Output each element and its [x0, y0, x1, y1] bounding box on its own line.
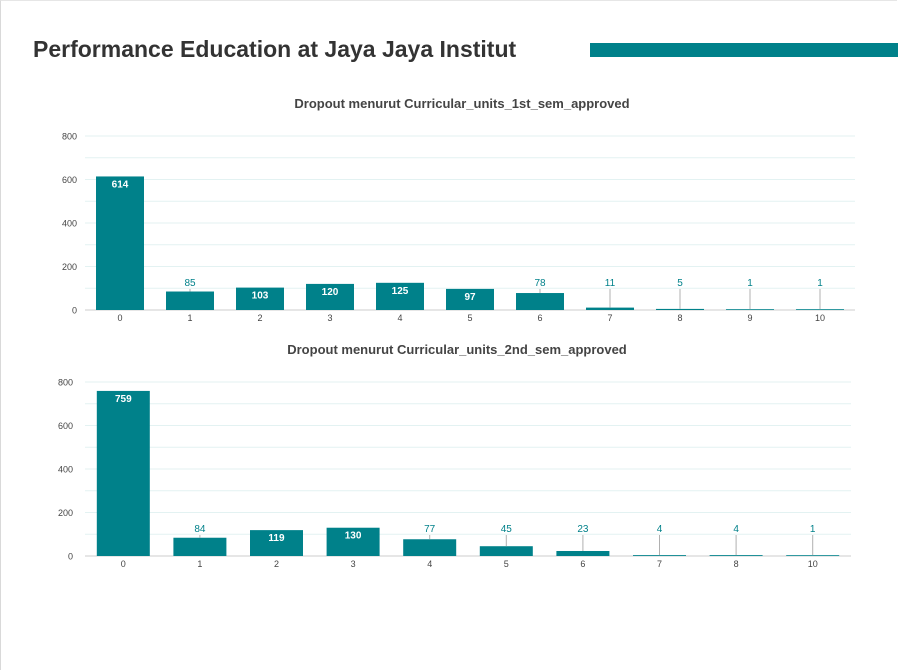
x-tick-label: 2 — [257, 313, 262, 323]
data-label: 1 — [810, 524, 816, 535]
bar[interactable] — [586, 307, 634, 310]
x-tick-label: 5 — [504, 559, 509, 569]
x-tick-label: 2 — [274, 559, 279, 569]
bar[interactable] — [656, 308, 704, 310]
chart-title: Dropout menurut Curricular_units_2nd_sem… — [287, 342, 627, 357]
header-accent-bar — [590, 43, 898, 57]
chart-title: Dropout menurut Curricular_units_1st_sem… — [294, 96, 629, 111]
bar[interactable] — [173, 537, 227, 556]
chart-1st-sem: Dropout menurut Curricular_units_1st_sem… — [62, 96, 855, 323]
bar[interactable] — [376, 282, 424, 310]
data-label: 1 — [817, 278, 823, 289]
data-label: 5 — [677, 278, 683, 289]
data-label: 614 — [112, 179, 129, 190]
y-tick-label: 600 — [62, 175, 77, 185]
x-tick-label: 4 — [427, 559, 432, 569]
data-label: 84 — [194, 524, 206, 535]
x-tick-label: 9 — [747, 313, 752, 323]
y-tick-label: 800 — [62, 132, 77, 142]
bar[interactable] — [726, 309, 774, 310]
bar[interactable] — [633, 555, 686, 556]
chart-2nd-sem: Dropout menurut Curricular_units_2nd_sem… — [58, 342, 851, 569]
bar[interactable] — [403, 539, 457, 556]
data-label: 103 — [252, 291, 269, 302]
bar[interactable] — [709, 555, 763, 556]
data-label: 120 — [322, 287, 339, 298]
data-label: 77 — [424, 524, 436, 535]
x-tick-label: 6 — [580, 559, 585, 569]
bar[interactable] — [96, 390, 150, 556]
bar[interactable] — [446, 288, 494, 310]
data-label: 125 — [392, 286, 409, 297]
page-title: Performance Education at Jaya Jaya Insti… — [33, 36, 517, 62]
y-tick-label: 0 — [68, 552, 73, 562]
y-tick-label: 600 — [58, 421, 73, 431]
data-label: 1 — [747, 278, 753, 289]
data-label: 130 — [345, 531, 362, 542]
x-tick-label: 10 — [808, 559, 818, 569]
bar[interactable] — [556, 550, 610, 556]
x-tick-label: 7 — [607, 313, 612, 323]
y-tick-label: 200 — [62, 262, 77, 272]
bar[interactable] — [96, 176, 144, 310]
x-tick-label: 7 — [657, 559, 662, 569]
y-tick-label: 0 — [72, 306, 77, 316]
bar[interactable] — [250, 530, 303, 556]
bar[interactable] — [326, 527, 380, 556]
bar[interactable] — [166, 291, 214, 310]
y-tick-label: 400 — [58, 465, 73, 475]
data-label: 23 — [577, 524, 589, 535]
y-tick-label: 400 — [62, 219, 77, 229]
bar[interactable] — [479, 546, 533, 556]
data-label: 78 — [534, 278, 546, 289]
data-label: 4 — [657, 524, 663, 535]
x-tick-label: 1 — [187, 313, 192, 323]
y-tick-label: 800 — [58, 378, 73, 388]
y-tick-label: 200 — [58, 508, 73, 518]
x-tick-label: 5 — [467, 313, 472, 323]
x-tick-label: 8 — [734, 559, 739, 569]
x-tick-label: 1 — [197, 559, 202, 569]
x-tick-label: 6 — [537, 313, 542, 323]
x-tick-label: 0 — [121, 559, 126, 569]
data-label: 759 — [115, 394, 132, 405]
data-label: 45 — [501, 524, 513, 535]
data-label: 119 — [268, 533, 285, 544]
x-tick-label: 3 — [327, 313, 332, 323]
x-tick-label: 0 — [117, 313, 122, 323]
x-tick-label: 10 — [815, 313, 825, 323]
bar[interactable] — [796, 309, 844, 310]
bar[interactable] — [236, 287, 284, 310]
data-label: 85 — [184, 278, 196, 289]
bar[interactable] — [516, 293, 564, 310]
data-label: 97 — [464, 292, 476, 303]
bar[interactable] — [306, 283, 354, 310]
data-label: 11 — [605, 278, 616, 289]
data-label: 4 — [733, 524, 739, 535]
bar[interactable] — [786, 555, 840, 556]
x-tick-label: 8 — [677, 313, 682, 323]
x-tick-label: 3 — [351, 559, 356, 569]
x-tick-label: 4 — [397, 313, 402, 323]
